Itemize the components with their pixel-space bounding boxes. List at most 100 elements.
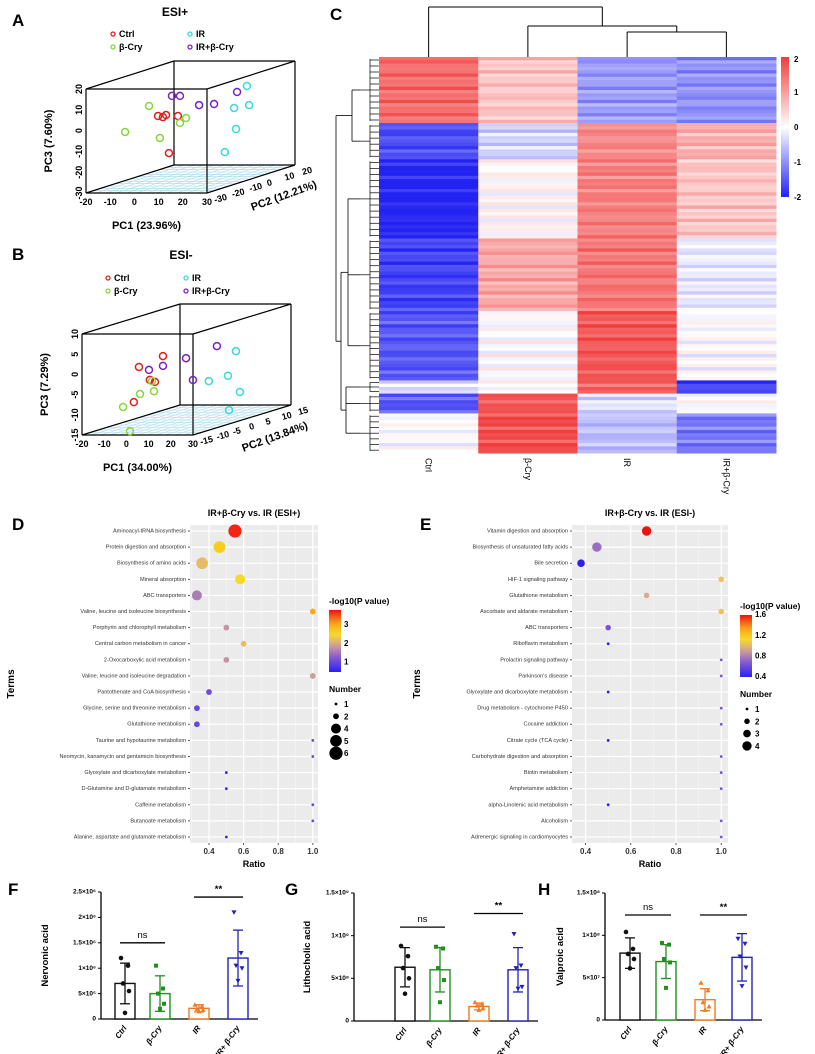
z-tick-label: -20 xyxy=(231,186,246,199)
z-tick-label: -5 xyxy=(232,425,242,437)
heatmap-cell xyxy=(676,271,777,276)
heatmap-cell xyxy=(577,123,678,127)
heatmap-cell xyxy=(379,235,479,239)
heatmap-cell xyxy=(379,228,479,233)
heatmap-cell xyxy=(676,360,777,365)
heatmap-cell xyxy=(676,162,777,167)
category-label: IR+ β-Cry xyxy=(718,1025,746,1054)
data-point xyxy=(175,91,185,101)
heatmap-cell xyxy=(379,222,479,226)
heatmap-cell xyxy=(577,327,678,332)
legend-marker xyxy=(110,44,116,50)
size-legend-label: 2 xyxy=(755,717,760,726)
heatmap-cell xyxy=(379,288,479,292)
significance-label: ns xyxy=(643,902,653,913)
heatmap-cell xyxy=(676,294,777,299)
colorbar xyxy=(781,57,789,197)
heatmap-cell xyxy=(577,57,678,61)
data-point xyxy=(194,100,204,110)
heatmap-cell xyxy=(577,264,678,269)
heatmap-cell xyxy=(577,403,678,408)
data-point xyxy=(474,1003,480,1008)
z-tick-label: -15 xyxy=(199,434,214,447)
heatmap-cell xyxy=(478,139,578,144)
heatmap-cell xyxy=(478,393,578,398)
data-point xyxy=(480,1005,486,1011)
heatmap-cell xyxy=(379,330,479,335)
heatmap-cell xyxy=(676,396,777,401)
heatmap-cell xyxy=(577,410,678,414)
heatmap-cell xyxy=(379,429,479,434)
data-point xyxy=(406,976,412,981)
data-point xyxy=(220,147,230,157)
heatmap-cell xyxy=(478,360,578,365)
colorbar-tick-label: 1 xyxy=(344,658,349,667)
heatmap-cell xyxy=(478,228,578,233)
heatmap-cell xyxy=(577,284,678,289)
bubble xyxy=(606,738,610,742)
bubble xyxy=(224,787,228,791)
x-tick-label: 0 xyxy=(132,197,137,207)
heatmap-cell xyxy=(577,449,678,454)
bubble xyxy=(223,656,230,663)
heatmap-cell xyxy=(676,76,777,81)
term-label: Vitamin digestion and absorption xyxy=(487,528,568,534)
heatmap-cell xyxy=(478,268,578,272)
heatmap-cell xyxy=(379,83,479,88)
term-label: Valine, leucine and isoleucine degradati… xyxy=(82,673,186,679)
data-point xyxy=(120,981,126,986)
chart-title: ESI- xyxy=(169,248,192,262)
data-point xyxy=(479,1001,485,1006)
heatmap-cell xyxy=(478,278,578,282)
significance-label: ns xyxy=(417,914,427,925)
legend-label: Ctrl xyxy=(119,29,135,39)
data-point xyxy=(660,940,664,945)
term-label: Parkinson's disease xyxy=(518,673,568,679)
heatmap-cell xyxy=(676,324,777,329)
heatmap-cell xyxy=(478,83,578,88)
heatmap-cell xyxy=(379,433,479,437)
heatmap-cell xyxy=(577,129,678,134)
heatmap-cell xyxy=(478,377,578,381)
x-tick-label: -10 xyxy=(98,439,111,449)
heatmap-cell xyxy=(577,321,678,325)
colorbar-tick-label: 2 xyxy=(794,55,799,64)
z-tick-label: -30 xyxy=(213,192,228,205)
heatmap-cell xyxy=(676,139,777,144)
y-tick-label: -10 xyxy=(74,145,84,158)
heatmap-cell xyxy=(379,314,479,319)
heatmap-cell xyxy=(577,274,678,279)
heatmap-cell xyxy=(577,99,678,104)
term-label: alpha-Linolenic acid metabolism xyxy=(488,802,568,808)
heatmap-cell xyxy=(478,235,578,239)
heatmap-cell xyxy=(379,426,479,431)
size-legend-label: 4 xyxy=(755,742,760,751)
term-label: Glyoxylate and dicarboxylate metabolism xyxy=(466,690,568,696)
z-tick-label: 5 xyxy=(264,416,271,427)
y-tick-label: -5 xyxy=(70,391,80,399)
data-point xyxy=(239,966,245,971)
heatmap-cell xyxy=(676,132,777,137)
heatmap-cell xyxy=(379,380,479,385)
heatmap-cell xyxy=(379,162,479,167)
grid-line xyxy=(95,164,185,194)
data-point xyxy=(212,341,222,351)
panel-letter-H: H xyxy=(538,880,550,899)
heatmap-cell xyxy=(478,251,578,256)
term-label: Prolactin signaling pathway xyxy=(500,657,568,663)
bar-chart-F: 0 5×10⁵ 1×10⁶ 1.5×10⁶ 2×10⁶ 2.5×10⁶ Nervonic a… xyxy=(40,884,258,1054)
heatmap-cell xyxy=(676,60,777,65)
heatmap-cell xyxy=(478,159,578,164)
heatmap-cell xyxy=(379,136,479,140)
heatmap-cell xyxy=(676,73,777,78)
bubble xyxy=(309,608,316,615)
heatmap-cell xyxy=(676,70,777,74)
heatmap-cell xyxy=(478,142,578,147)
heatmap-cell xyxy=(676,142,777,147)
heatmap-cell xyxy=(478,350,578,355)
heatmap-cell xyxy=(379,142,479,147)
data-point xyxy=(129,397,139,407)
heatmap-cell xyxy=(478,212,578,216)
heatmap-cell xyxy=(676,291,777,296)
heatmap-cell xyxy=(478,423,578,428)
